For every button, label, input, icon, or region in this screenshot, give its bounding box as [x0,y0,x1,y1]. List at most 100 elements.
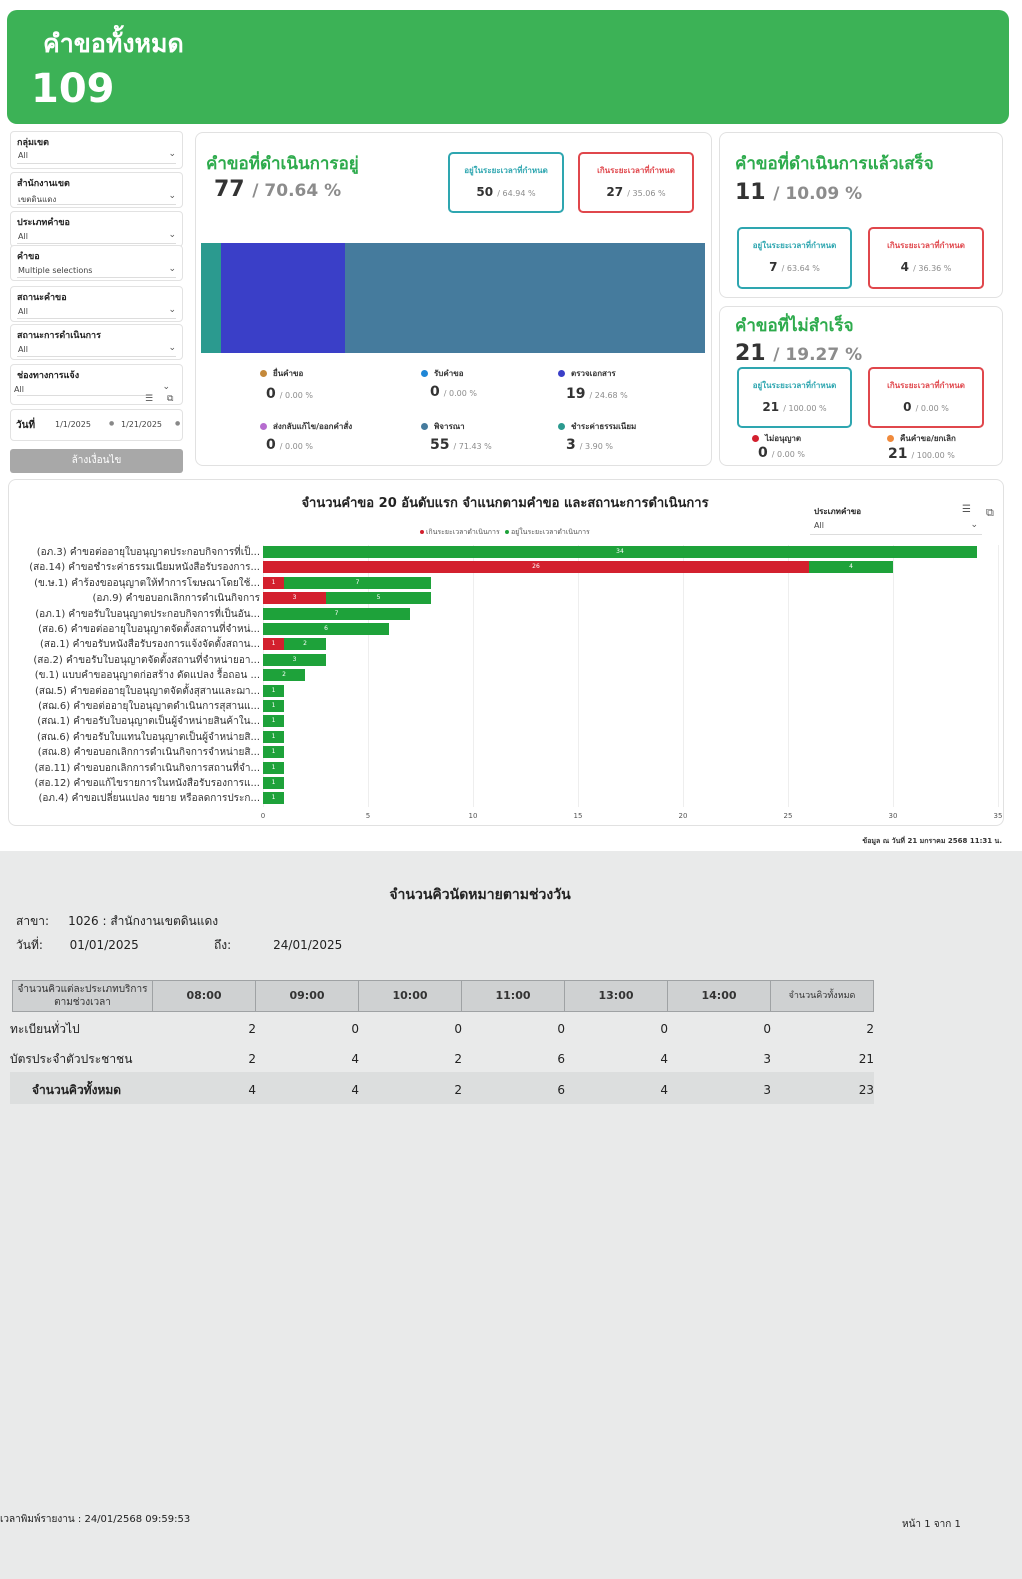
stacked-segment-0 [201,243,221,353]
filter-icon[interactable]: ☰ [962,504,971,515]
bar-over-time[interactable]: 3 [263,592,326,605]
bar-over-time[interactable]: 26 [263,561,809,574]
in-progress-within-time: อยู่ในระยะเวลาที่กำหนด 50 / 64.94 % [448,152,564,213]
report-printed-time: เวลาพิมพ์รายงาน : 24/01/2568 09:59:53 [0,1514,191,1525]
bar-over-time[interactable]: 1 [263,638,284,651]
category-label: (สอ.1) คำขอรับหนังสือรับรองการแจ้งจัดตั้… [40,639,260,651]
filter-district-office[interactable]: สำนักงานเขต เขตดินแดง ⌄ [10,172,183,208]
chart-title: จำนวนคำขอ 20 อันดับแรก จำแนกตามคำขอ และส… [301,496,709,511]
category-label: (สณ.8) คำขอบอกเลิกการดำเนินกิจการจำหน่าย… [37,747,260,759]
filter-district-group[interactable]: กลุ่มเขต All ⌄ [10,131,183,169]
report-cell: 0 [351,1022,359,1036]
x-tick-label: 0 [260,812,266,820]
report-cell: 0 [660,1022,668,1036]
total-requests-banner: คำขอทั้งหมด 109 [7,10,1009,124]
chevron-down-icon[interactable]: ⌄ [168,230,176,240]
filter-date[interactable]: วันที่ 1/1/2025 ● 1/21/2025 ● [10,409,183,441]
report-cell: 2 [454,1083,462,1097]
filter-operation-status[interactable]: สถานะการดำเนินการ All ⌄ [10,324,183,360]
filter-request[interactable]: คำขอ Multiple selections ⌄ [10,245,183,281]
filter-icon[interactable]: ☰ [145,394,154,404]
gridline [578,545,579,807]
chevron-down-icon[interactable]: ⌄ [168,191,176,201]
bar-within-time[interactable]: 1 [263,715,284,728]
x-tick-label: 20 [678,812,688,820]
report-cell: 23 [858,1083,874,1097]
filter-channel[interactable]: ช่องทางการแจ้ง All ⌄ ☰ ⧉ [10,364,183,405]
calendar-icon[interactable]: ● [109,420,115,427]
chevron-down-icon[interactable]: ⌄ [168,343,176,353]
stage-return-value: 0/ 0.00 % [266,437,313,453]
chart-legend: เกินระยะเวลาดำเนินการ อยู่ในระยะเวลาดำเน… [420,527,590,538]
date-from-input[interactable]: 1/1/2025 [55,420,91,429]
clear-filters-button[interactable]: ล้างเงื่อนไข [10,449,183,473]
in-progress-stacked-bar [201,243,705,353]
bar-within-time[interactable]: 1 [263,684,284,697]
filter-request-type[interactable]: ประเภทคำขอ All ⌄ [10,211,183,247]
chevron-down-icon[interactable]: ⌄ [970,520,978,530]
stage-consider-value: 55/ 71.43 % [430,437,492,453]
failed-not-approved: ไม่อนุญาต [752,432,801,445]
gridline [893,545,894,807]
stage-submit: ยื่นคำขอ [260,367,303,380]
printed-report [0,851,1022,1579]
stage-submit-value: 0/ 0.00 % [266,386,313,402]
chevron-down-icon[interactable]: ⌄ [168,149,176,159]
category-label: (อภ.3) คำขอต่ออายุใบอนุญาตประกอบกิจการที… [36,547,260,558]
bar-within-time[interactable]: 1 [263,700,284,712]
failed-over-time: เกินระยะเวลาที่กำหนด 0 / 0.00 % [868,367,984,428]
filter-request-status[interactable]: สถานะคำขอ All ⌄ [10,286,183,322]
calendar-icon[interactable]: ● [175,420,181,427]
bar-within-time[interactable]: 5 [326,592,431,605]
total-requests-title: คำขอทั้งหมด [43,29,184,58]
category-label: (สณ.1) คำขอรับใบอนุญาตเป็นผู้จำหน่ายสินค… [37,716,260,728]
failed-count: 21 / 19.27 % [735,341,863,366]
report-cell: 4 [351,1083,359,1097]
bar-within-time[interactable]: 1 [263,792,284,805]
chevron-down-icon[interactable]: ⌄ [162,382,170,392]
category-label: (สอ.11) คำขอบอกเลิกการดำเนินกิจการสถานที… [34,762,260,774]
expand-icon[interactable]: ⧉ [986,506,994,519]
report-cell: 3 [763,1083,771,1097]
report-total-row-bg [10,1072,874,1104]
expand-icon[interactable]: ⧉ [167,394,174,404]
report-page-number: หน้า 1 จาก 1 [902,1519,961,1530]
bar-within-time[interactable]: 1 [263,777,284,789]
report-row-label: บัตรประจำตัวประชาชน [10,1052,133,1066]
bar-within-time[interactable]: 1 [263,761,284,774]
bar-within-time[interactable]: 2 [263,669,305,682]
chevron-down-icon[interactable]: ⌄ [168,305,176,315]
bar-within-time[interactable]: 7 [284,576,431,589]
data-as-of: ข้อมูล ณ วันที่ 21 มกราคม 2568 11:31 น. [862,837,1002,845]
bar-within-time[interactable]: 4 [809,561,893,574]
x-tick-label: 5 [365,812,371,820]
report-cell: 6 [557,1083,565,1097]
bar-within-time[interactable]: 2 [284,638,326,651]
completed-over-time: เกินระยะเวลาที่กำหนด 4 / 36.36 % [868,227,984,289]
date-to-input[interactable]: 1/21/2025 [121,420,163,429]
bar-within-time[interactable]: 3 [263,653,326,666]
report-cell: 4 [248,1083,256,1097]
category-label: (สฌ.5) คำขอต่ออายุใบอนุญาตจัดตั้งสุสานแล… [34,685,260,697]
gridline [998,545,999,807]
bar-over-time[interactable]: 1 [263,576,284,589]
report-cell: 4 [660,1052,668,1066]
failed-within-time: อยู่ในระยะเวลาที่กำหนด 21 / 100.00 % [737,367,852,428]
x-tick-label: 25 [783,812,793,820]
report-title: จำนวนคิวนัดหมายตามช่วงวัน [389,887,571,903]
report-cell: 4 [351,1052,359,1066]
bar-within-time[interactable]: 7 [263,607,410,620]
report-cell: 2 [866,1022,874,1036]
bar-within-time[interactable]: 34 [263,546,977,558]
chevron-down-icon[interactable]: ⌄ [168,264,176,274]
x-tick-label: 10 [468,812,478,820]
bar-within-time[interactable]: 1 [263,730,284,743]
stage-receive-value: 0/ 0.00 % [430,384,477,400]
category-label: (อภ.1) คำขอรับใบอนุญาตประกอบกิจการที่เป็… [35,608,260,620]
bar-within-time[interactable]: 1 [263,746,284,759]
report-cell: 4 [660,1083,668,1097]
failed-not-approved-value: 0/ 0.00 % [758,445,805,461]
bar-within-time[interactable]: 6 [263,623,389,635]
gridline [788,545,789,807]
chart-request-type-filter[interactable]: ประเภทคำขอ All ⌄ ☰ [810,502,982,542]
